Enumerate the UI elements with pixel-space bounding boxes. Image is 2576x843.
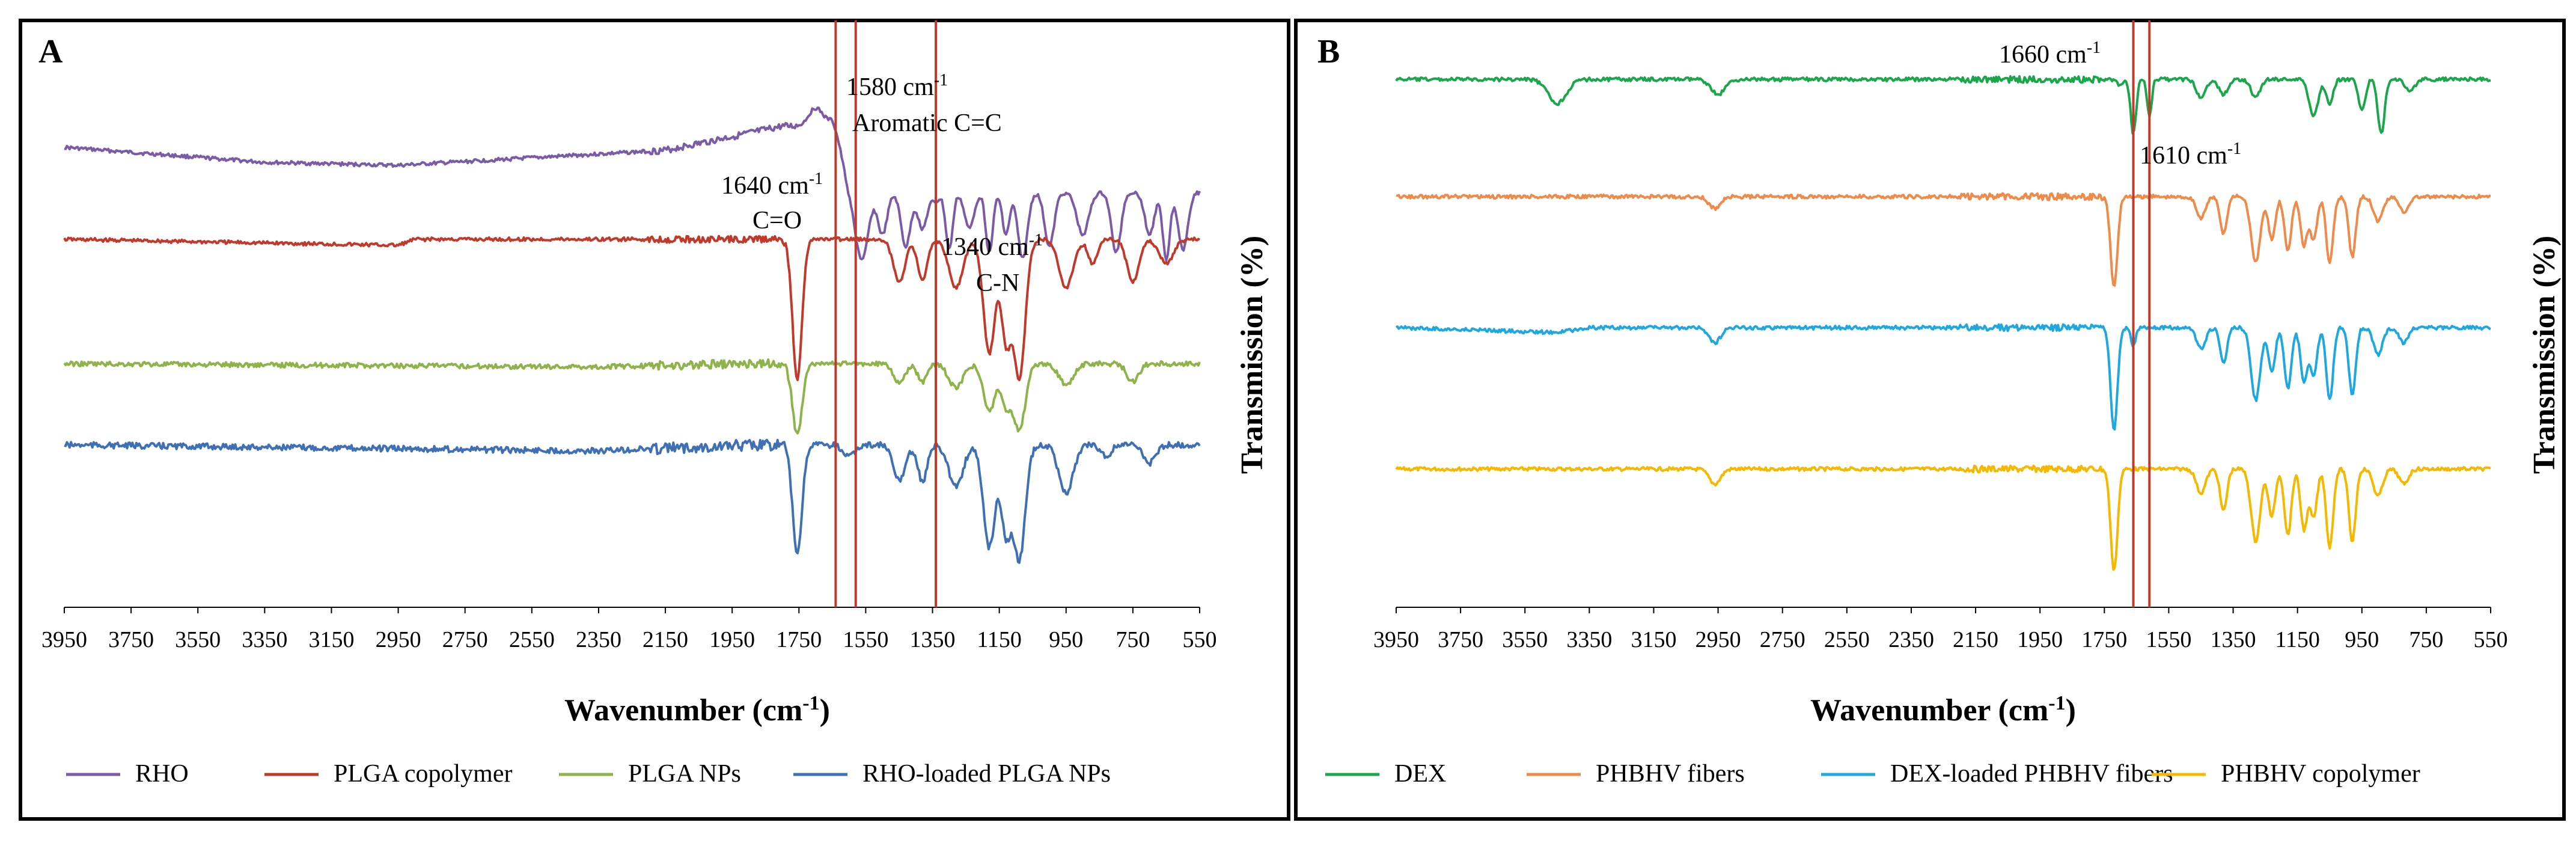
panel-a-y-title: Transmission (%) (1235, 236, 1269, 474)
panel-b: B 3950 3750 3550 3350 3150 2950 2750 2550 2350 21… (1317, 20, 2562, 788)
x-tick-label: 1150 (977, 627, 1022, 652)
panel-b-x-ticks: 3950 3750 3550 3350 3150 2950 2750 2550 2350 2150… (1373, 607, 2508, 652)
x-tick-label: 2550 (509, 627, 555, 652)
annotation-1340: 1340 cm-1 (941, 231, 1043, 261)
legend-label: PHBHV copolymer (2221, 760, 2420, 788)
panel-a: A 3950 3750 3550 3350 3150 2950 2750 2550 2350 21… (38, 20, 1269, 788)
legend-label: PLGA copolymer (334, 760, 512, 788)
x-tick-label: 1950 (2017, 627, 2063, 652)
x-tick-label: 750 (1116, 627, 1150, 652)
x-tick-label: 2350 (576, 627, 621, 652)
series-line-dex (1395, 75, 2491, 135)
x-tick-label: 3150 (1631, 627, 1676, 652)
x-tick-label: 2150 (642, 627, 688, 652)
panel-b-label: B (1317, 33, 1340, 70)
legend-label: DEX-loaded PHBHV fibers (1890, 760, 2173, 788)
panel-b-series-lines (1395, 75, 2491, 571)
panel-a-frame (19, 19, 1290, 821)
legend-label: DEX (1394, 760, 1446, 788)
annotation-1660: 1660 cm-1 (1999, 38, 2101, 69)
panel-b-reference-lines (2132, 20, 2151, 607)
x-tick-label: 1350 (910, 627, 956, 652)
x-tick-label: 3350 (242, 627, 287, 652)
series-line-rho-loaded-plga-nps (64, 438, 1201, 564)
x-tick-label: 3150 (308, 627, 354, 652)
x-tick-label: 550 (1183, 627, 1217, 652)
series-line-plga-nps (63, 358, 1201, 435)
x-tick-label: 1750 (2081, 627, 2127, 652)
panel-a-legend: RHO PLGA copolymer PLGA NPs RHO-loaded PLGA… (66, 760, 1111, 788)
x-tick-label: 1550 (843, 627, 888, 652)
annotation-co: C=O (752, 207, 802, 235)
panel-b-frame (1294, 19, 2566, 821)
x-tick-label: 3950 (41, 627, 87, 652)
legend-label: PHBHV fibers (1596, 760, 1745, 788)
panel-a-reference-lines (834, 20, 938, 607)
x-tick-label: 3750 (1438, 627, 1483, 652)
series-line-dex-loaded-phbhv-fibers (1396, 323, 2491, 431)
x-tick-label: 2750 (442, 627, 488, 652)
x-tick-label: 2350 (1888, 627, 1934, 652)
x-tick-label: 2950 (1695, 627, 1741, 652)
x-tick-label: 3950 (1373, 627, 1419, 652)
x-tick-label: 2750 (1760, 627, 1805, 652)
x-tick-label: 1950 (709, 627, 755, 652)
x-tick-label: 750 (2409, 627, 2443, 652)
panel-b-legend: DEX PHBHV fibers DEX-loaded PHBHV fibers PH… (1325, 760, 2420, 788)
panel-b-x-title: Wavenumber (cm-1) (1810, 692, 2076, 728)
panel-a-x-title: Wavenumber (cm-1) (564, 692, 830, 728)
x-tick-label: 1550 (2146, 627, 2191, 652)
x-tick-label: 550 (2474, 627, 2508, 652)
x-tick-label: 2150 (1953, 627, 1998, 652)
series-line-phbhv-fibers (1396, 192, 2491, 287)
x-tick-label: 1350 (2211, 627, 2256, 652)
x-tick-label: 1150 (2275, 627, 2320, 652)
legend-label: PLGA NPs (628, 760, 741, 788)
series-line-rho (64, 106, 1201, 262)
x-tick-label: 2950 (376, 627, 421, 652)
panel-a-series-lines (63, 106, 1201, 564)
annotation-1610: 1610 cm-1 (2140, 139, 2241, 170)
x-tick-label: 1750 (776, 627, 822, 652)
series-line-phbhv-copolymer (1395, 464, 2491, 571)
panel-b-y-title: Transmission (%) (2527, 236, 2562, 474)
x-tick-label: 950 (1049, 627, 1083, 652)
x-tick-label: 3550 (175, 627, 221, 652)
panel-a-label: A (38, 33, 63, 70)
legend-label: RHO-loaded PLGA NPs (862, 760, 1111, 788)
panel-a-x-ticks: 3950 3750 3550 3350 3150 2950 2750 2550 2350 2150… (41, 607, 1217, 652)
annotation-1640: 1640 cm-1 (721, 170, 823, 200)
x-tick-label: 3350 (1566, 627, 1612, 652)
annotation-aromatic-cc: Aromatic C=C (852, 109, 1002, 137)
annotation-1580: 1580 cm-1 (846, 71, 948, 101)
x-tick-label: 3750 (108, 627, 154, 652)
x-tick-label: 2550 (1824, 627, 1870, 652)
x-tick-label: 3550 (1502, 627, 1548, 652)
x-tick-label: 950 (2345, 627, 2379, 652)
annotation-cn: C-N (976, 269, 1019, 297)
series-line-plga-copolymer (63, 235, 1201, 381)
legend-label: RHO (135, 760, 189, 788)
